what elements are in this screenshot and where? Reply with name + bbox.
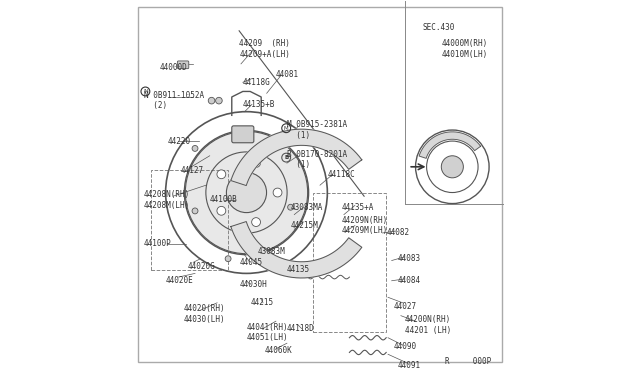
Circle shape — [287, 204, 294, 210]
Text: 44000M(RH)
44010M(LH): 44000M(RH) 44010M(LH) — [442, 39, 488, 59]
Circle shape — [225, 256, 231, 262]
Text: 44091: 44091 — [397, 361, 420, 370]
Text: 44027: 44027 — [394, 302, 417, 311]
Bar — [151, 170, 228, 270]
Text: 44030H: 44030H — [239, 280, 267, 289]
Circle shape — [208, 97, 215, 104]
Circle shape — [217, 206, 226, 215]
Text: 44209N(RH)
44209M(LH): 44209N(RH) 44209M(LH) — [342, 216, 388, 235]
Text: 44060K: 44060K — [265, 346, 292, 355]
Text: 44084: 44084 — [397, 276, 420, 285]
Text: 44215: 44215 — [250, 298, 273, 307]
Text: 44135+A: 44135+A — [342, 203, 374, 212]
Text: 44090: 44090 — [394, 342, 417, 352]
Text: 44135+B: 44135+B — [243, 100, 275, 109]
Text: 44041(RH)
44051(LH): 44041(RH) 44051(LH) — [246, 323, 288, 342]
Text: 44215M: 44215M — [291, 221, 318, 230]
Polygon shape — [419, 132, 481, 158]
Text: 44081: 44081 — [276, 70, 299, 79]
Text: 44020(RH)
44030(LH): 44020(RH) 44030(LH) — [184, 304, 226, 324]
Text: N: N — [143, 89, 148, 94]
Polygon shape — [231, 129, 362, 186]
Text: 44020G: 44020G — [188, 262, 216, 270]
Circle shape — [186, 131, 308, 254]
Text: 44020E: 44020E — [166, 276, 193, 285]
Text: 44200N(RH)
44201 (LH): 44200N(RH) 44201 (LH) — [404, 315, 451, 334]
Text: M: M — [284, 126, 289, 131]
Text: 44118C: 44118C — [327, 170, 355, 179]
Text: 44118D: 44118D — [287, 324, 315, 333]
Text: 44209  (RH)
44209+A(LH): 44209 (RH) 44209+A(LH) — [239, 39, 290, 59]
Text: 44000D: 44000D — [160, 63, 188, 72]
Text: 44045: 44045 — [239, 258, 262, 267]
Circle shape — [252, 218, 260, 227]
FancyBboxPatch shape — [232, 126, 254, 143]
Circle shape — [192, 208, 198, 214]
Text: 44208N(RH)
44208M(LH): 44208N(RH) 44208M(LH) — [143, 190, 190, 209]
Circle shape — [442, 156, 463, 178]
Circle shape — [192, 145, 198, 151]
Text: 44118G: 44118G — [243, 78, 271, 87]
Circle shape — [280, 131, 286, 137]
Text: B 0B170-8201A
  (1): B 0B170-8201A (1) — [287, 150, 347, 169]
Circle shape — [273, 188, 282, 197]
Bar — [313, 193, 386, 332]
Text: 44135: 44135 — [287, 265, 310, 274]
Text: B: B — [284, 155, 288, 160]
Text: M 0B915-2381A
  (1): M 0B915-2381A (1) — [287, 121, 347, 140]
Text: 44100P: 44100P — [143, 240, 172, 248]
Text: 44127: 44127 — [180, 166, 204, 175]
Text: R     000P: R 000P — [445, 357, 492, 366]
Text: SEC.430: SEC.430 — [423, 23, 455, 32]
FancyBboxPatch shape — [177, 61, 189, 69]
Text: 44220: 44220 — [168, 137, 191, 145]
Text: N 0B911-1052A
  (2): N 0B911-1052A (2) — [143, 91, 204, 110]
Circle shape — [227, 173, 266, 213]
Text: 44082: 44082 — [386, 228, 410, 237]
Text: 43083MA: 43083MA — [291, 203, 323, 212]
Text: 44100B: 44100B — [210, 195, 237, 204]
Circle shape — [217, 170, 226, 179]
Circle shape — [216, 97, 222, 104]
Text: 44083: 44083 — [397, 254, 420, 263]
Circle shape — [266, 263, 271, 269]
Circle shape — [252, 158, 260, 167]
Polygon shape — [231, 222, 362, 278]
Text: 43083M: 43083M — [257, 247, 285, 256]
